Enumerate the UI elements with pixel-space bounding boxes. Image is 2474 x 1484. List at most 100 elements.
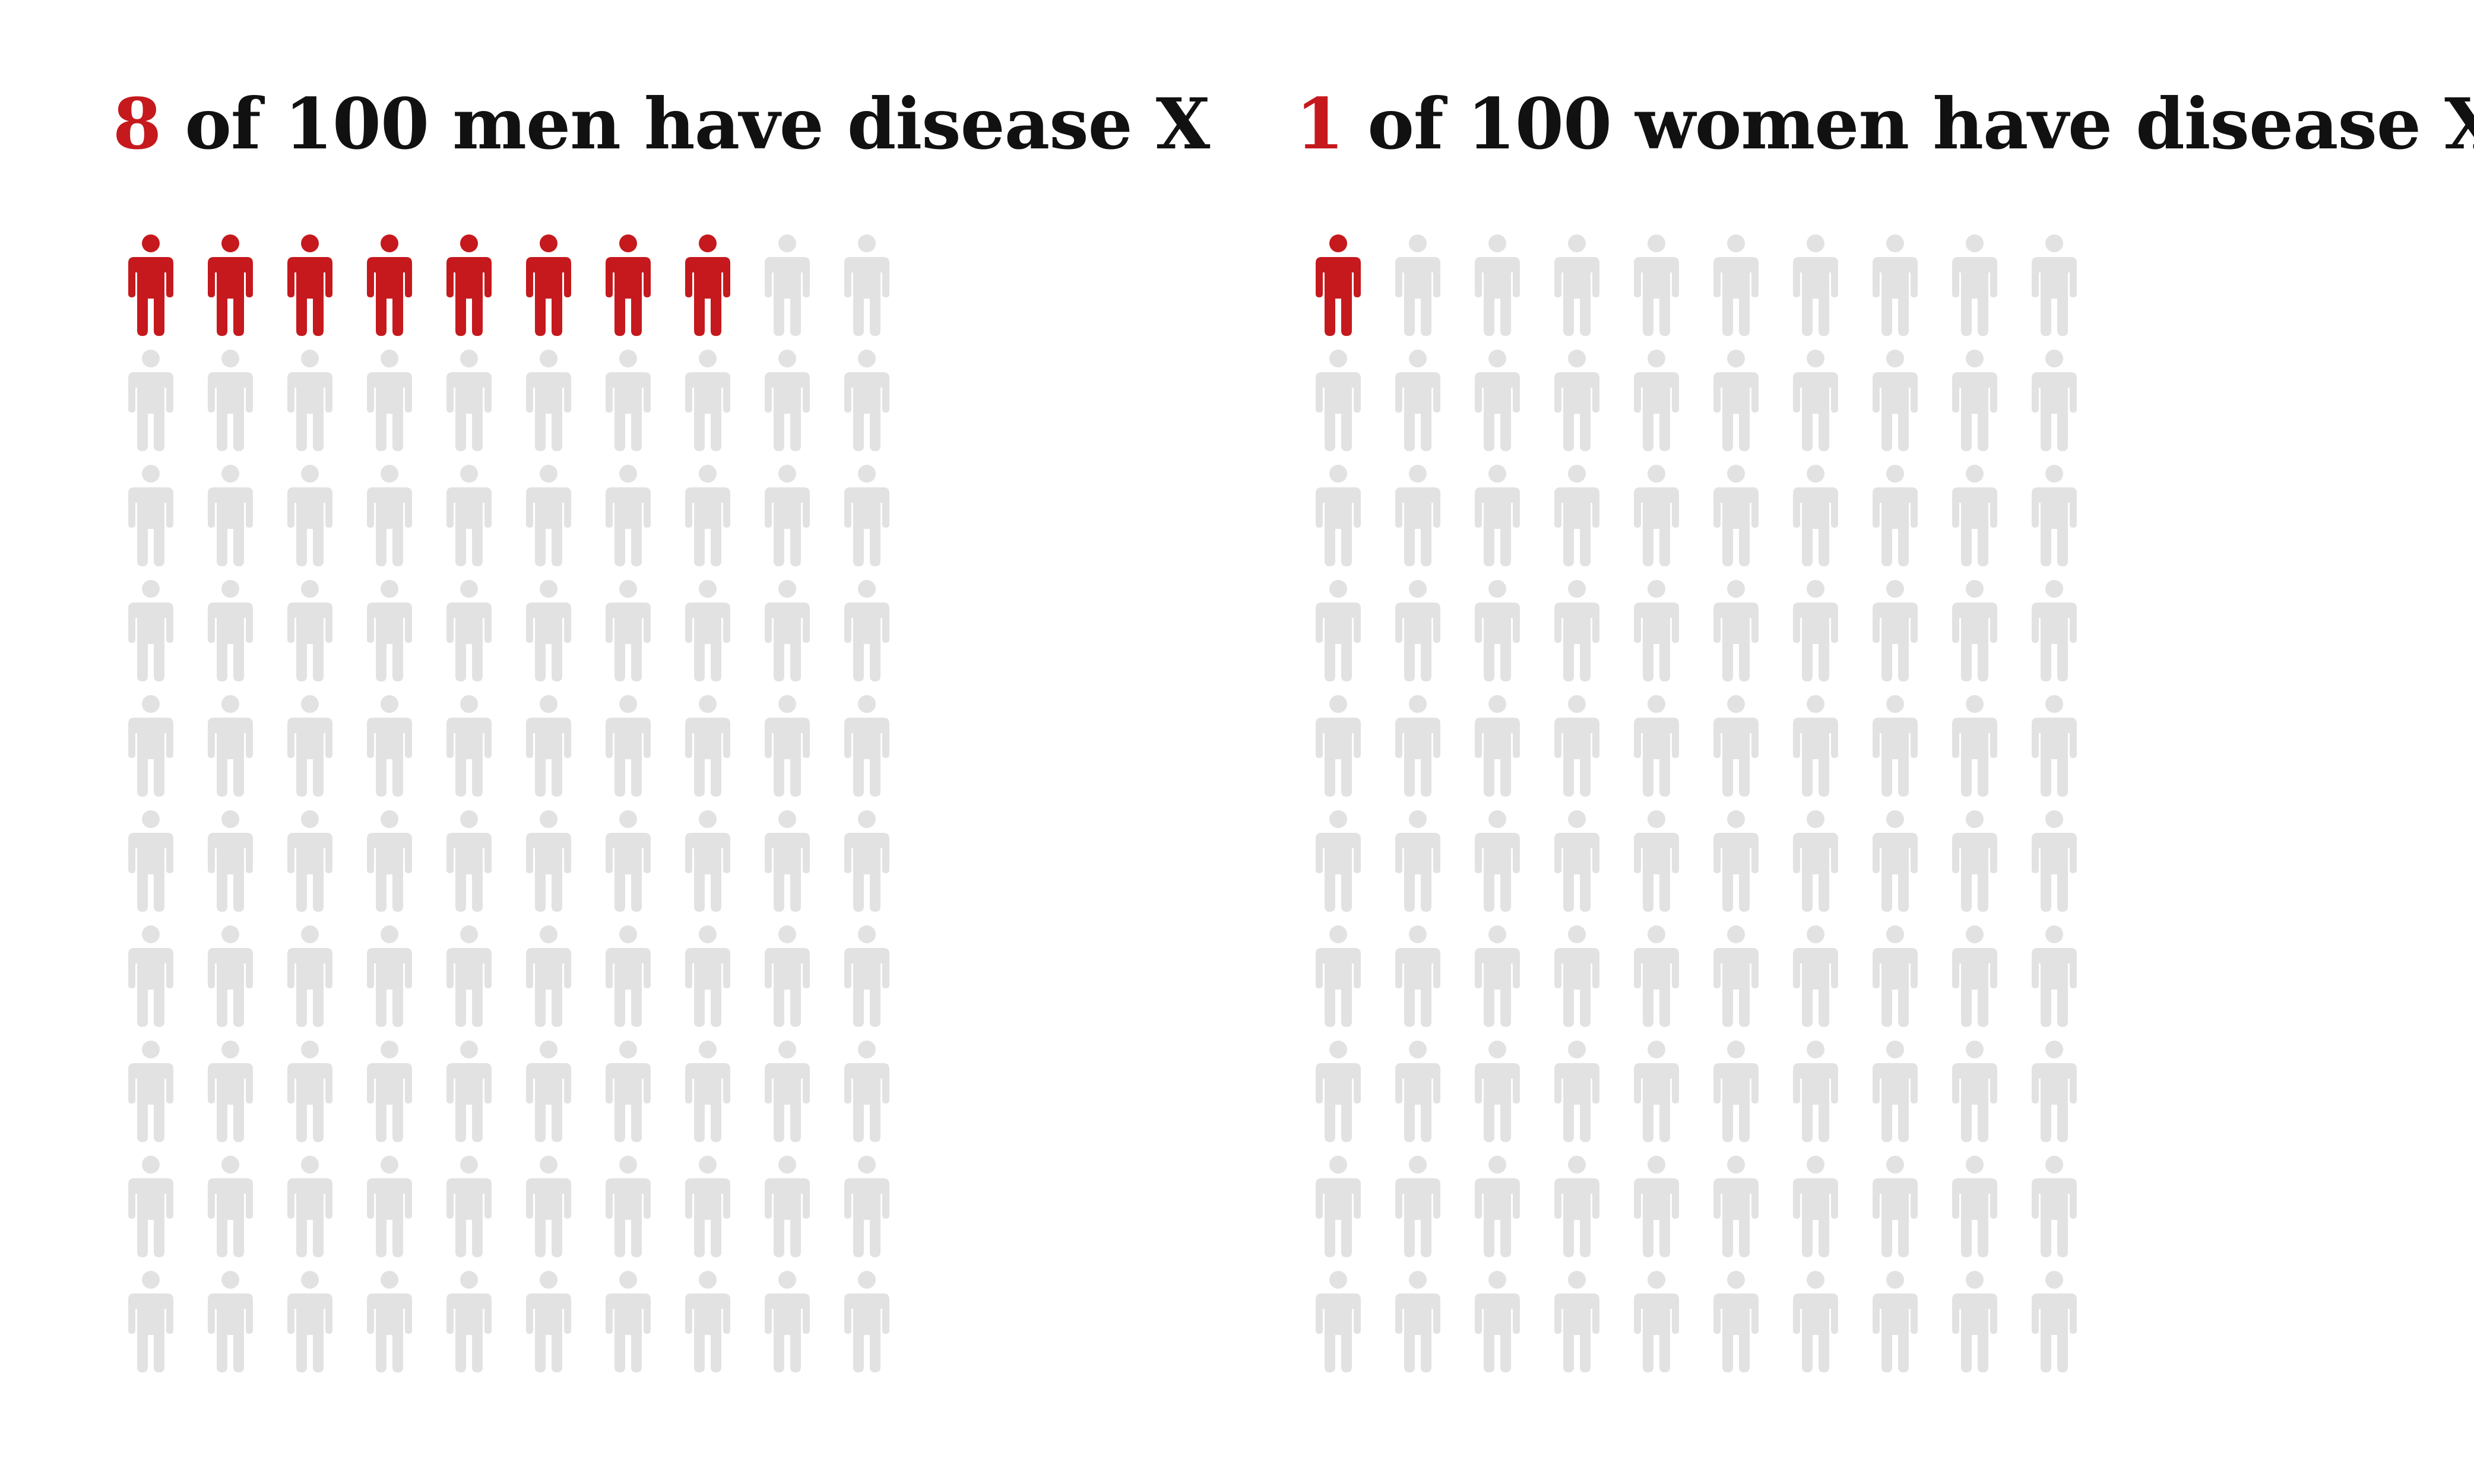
person-icon-men-98 (685, 1271, 730, 1372)
person-icon-men-43 (287, 695, 332, 797)
person-icon-women-3 (1475, 234, 1520, 336)
person-icon-women-57 (1793, 810, 1838, 912)
person-icon-women-7 (1793, 234, 1838, 336)
person-icon-men-95 (446, 1271, 492, 1372)
person-icon-men-41 (128, 695, 173, 797)
person-icon-men-14 (367, 350, 412, 451)
person-icon-men-86 (526, 1156, 571, 1257)
person-icon-men-94 (367, 1271, 412, 1372)
person-icon-men-60 (844, 810, 889, 912)
person-icon-men-66 (526, 925, 571, 1027)
person-icon-women-95 (1634, 1271, 1679, 1372)
person-icon-women-76 (1713, 1041, 1759, 1142)
person-icon-men-56 (526, 810, 571, 912)
person-icon-women-31 (1316, 580, 1361, 681)
person-icon-women-75 (1634, 1041, 1679, 1142)
person-icon-women-43 (1475, 695, 1520, 797)
person-icon-women-18 (1873, 350, 1918, 451)
chart-title-women: 1 of 100 women have disease X (1295, 89, 2474, 159)
person-icon-men-16 (526, 350, 571, 451)
person-icon-men-28 (685, 465, 730, 566)
person-icon-men-87 (606, 1156, 651, 1257)
person-icon-men-61 (128, 925, 173, 1027)
person-icon-men-11 (128, 350, 173, 451)
person-icon-women-79 (1952, 1041, 1997, 1142)
person-icon-women-97 (1793, 1271, 1838, 1372)
person-icon-women-69 (1952, 925, 1997, 1027)
person-icon-men-72 (208, 1041, 253, 1142)
person-icon-men-45 (446, 695, 492, 797)
person-icon-women-26 (1713, 465, 1759, 566)
person-icon-men-83 (287, 1156, 332, 1257)
person-icon-women-45 (1634, 695, 1679, 797)
person-icon-women-67 (1793, 925, 1838, 1027)
person-icon-women-71 (1316, 1041, 1361, 1142)
person-icon-women-22 (1395, 465, 1440, 566)
person-icon-men-68 (685, 925, 730, 1027)
person-icon-women-84 (1554, 1156, 1599, 1257)
person-icon-men-91 (128, 1271, 173, 1372)
person-icon-men-40 (844, 580, 889, 681)
person-icon-women-78 (1873, 1041, 1918, 1142)
person-icon-men-93 (287, 1271, 332, 1372)
person-icon-men-82 (208, 1156, 253, 1257)
person-icon-men-55 (446, 810, 492, 912)
person-icon-men-71 (128, 1041, 173, 1142)
person-icon-women-21 (1316, 465, 1361, 566)
person-icon-women-87 (1793, 1156, 1838, 1257)
person-icon-women-5 (1634, 234, 1679, 336)
person-icon-men-33 (287, 580, 332, 681)
person-icon-men-20 (844, 350, 889, 451)
person-icon-men-62 (208, 925, 253, 1027)
person-icon-men-36 (526, 580, 571, 681)
person-icon-women-4 (1554, 234, 1599, 336)
person-icon-women-100 (2032, 1271, 2077, 1372)
person-icon-men-97 (606, 1271, 651, 1372)
person-icon-men-42 (208, 695, 253, 797)
person-icon-men-90 (844, 1156, 889, 1257)
person-icon-women-33 (1475, 580, 1520, 681)
person-icon-women-53 (1475, 810, 1520, 912)
person-icon-men-77 (606, 1041, 651, 1142)
person-icon-women-35 (1634, 580, 1679, 681)
person-icon-affected-men-8 (685, 234, 730, 336)
person-icon-men-84 (367, 1156, 412, 1257)
person-icon-women-94 (1554, 1271, 1599, 1372)
person-icon-women-88 (1873, 1156, 1918, 1257)
person-icon-men-67 (606, 925, 651, 1027)
person-icon-men-37 (606, 580, 651, 681)
person-icon-women-32 (1395, 580, 1440, 681)
person-icon-men-52 (208, 810, 253, 912)
person-icon-men-59 (765, 810, 810, 912)
person-icon-women-62 (1395, 925, 1440, 1027)
person-icon-men-88 (685, 1156, 730, 1257)
person-icon-women-85 (1634, 1156, 1679, 1257)
title-text-women: of 100 women have disease X (1344, 83, 2474, 165)
person-icon-women-93 (1475, 1271, 1520, 1372)
person-icon-men-25 (446, 465, 492, 566)
person-icon-affected-men-3 (287, 234, 332, 336)
person-icon-affected-men-7 (606, 234, 651, 336)
person-icon-women-89 (1952, 1156, 1997, 1257)
person-icon-women-82 (1395, 1156, 1440, 1257)
person-icon-women-73 (1475, 1041, 1520, 1142)
person-icon-men-100 (844, 1271, 889, 1372)
person-icon-men-10 (844, 234, 889, 336)
person-icon-men-80 (844, 1041, 889, 1142)
person-icon-women-42 (1395, 695, 1440, 797)
person-icon-women-44 (1554, 695, 1599, 797)
person-icon-women-10 (2032, 234, 2077, 336)
person-icon-affected-women-1 (1316, 234, 1361, 336)
person-icon-women-81 (1316, 1156, 1361, 1257)
person-icon-men-74 (367, 1041, 412, 1142)
person-icon-men-13 (287, 350, 332, 451)
person-icon-women-47 (1793, 695, 1838, 797)
person-icon-women-16 (1713, 350, 1759, 451)
person-icon-women-61 (1316, 925, 1361, 1027)
person-icon-men-46 (526, 695, 571, 797)
person-icon-women-39 (1952, 580, 1997, 681)
person-icon-men-73 (287, 1041, 332, 1142)
person-icon-women-60 (2032, 810, 2077, 912)
person-icon-women-24 (1554, 465, 1599, 566)
